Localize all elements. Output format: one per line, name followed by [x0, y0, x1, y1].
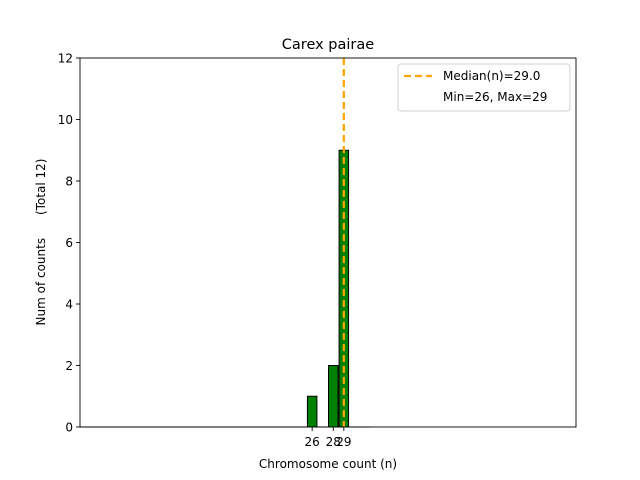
y-tick-label: 6	[65, 236, 73, 250]
legend-entry-minmax: Min=26, Max=29	[443, 90, 547, 104]
bar-26	[306, 395, 318, 428]
x-tick-label: 26	[305, 435, 320, 449]
y-tick-label: 4	[65, 298, 73, 312]
y-tick-label: 12	[58, 52, 73, 66]
legend-box	[397, 63, 571, 112]
legend: Median(n)=29.0 Min=26, Max=29	[397, 63, 571, 112]
x-axis-label: Chromosome count (n)	[259, 457, 397, 471]
y-tick-label: 2	[65, 359, 73, 373]
x-tick-label: 28	[326, 435, 341, 449]
chart-title: Carex pairae	[282, 37, 374, 53]
y-tick-label: 8	[65, 175, 73, 189]
legend-entry-median: Median(n)=29.0	[443, 69, 540, 83]
y-tick-label: 0	[65, 421, 73, 435]
bar-28	[328, 365, 339, 428]
x-tick-label: 29	[336, 435, 351, 449]
y-tick-label: 10	[58, 113, 73, 127]
y-axis-ticks: 0 2 4 6 8 10 12	[58, 52, 80, 435]
y-axis-label: Num of counts (Total 12)	[34, 159, 48, 326]
